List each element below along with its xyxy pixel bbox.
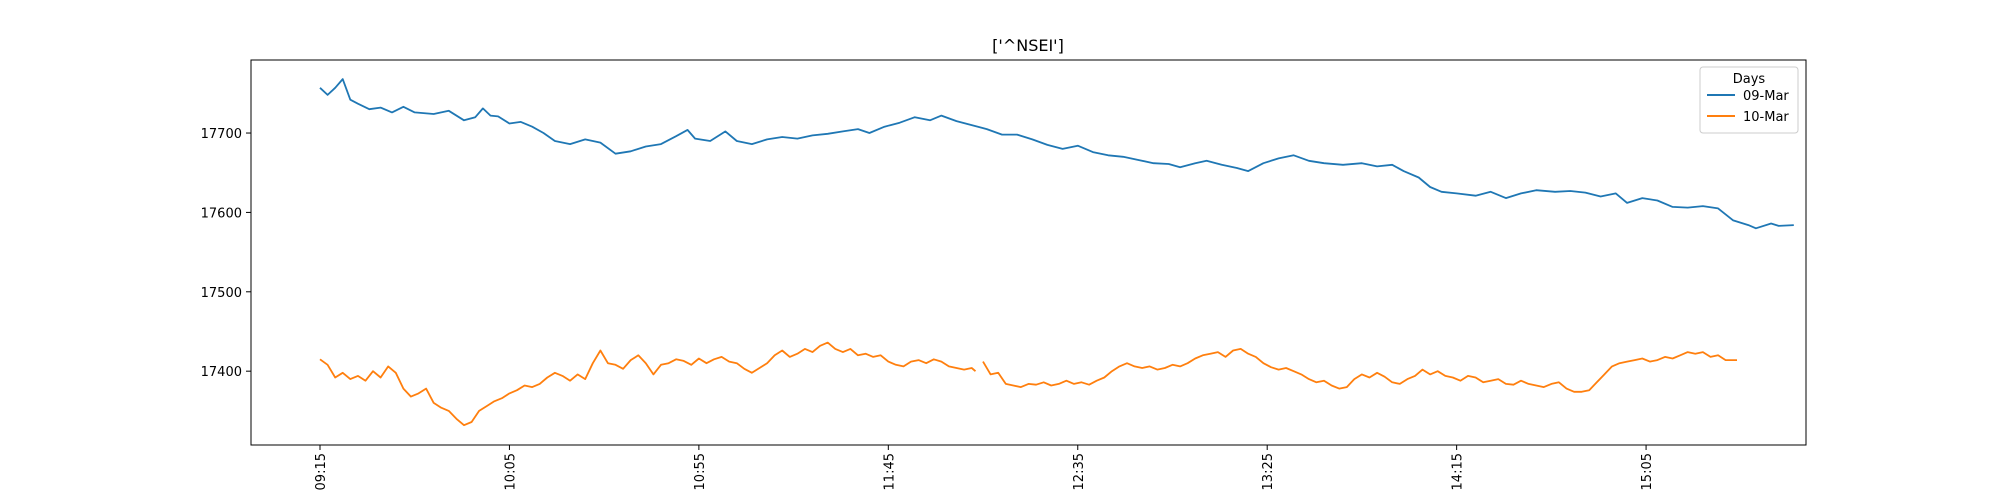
legend: Days 09-Mar 10-Mar	[1699, 66, 1799, 134]
x-tick-label: 13:25	[1261, 453, 1276, 490]
plot-frame	[250, 59, 1807, 446]
series-line-10-mar	[319, 341, 1737, 427]
y-tick-label: 17600	[201, 206, 242, 221]
x-axis: 09:15 10:05 10:55 11:45 12:35 13:25 14:15 15:05	[314, 445, 1655, 490]
x-tick-label: 10:55	[693, 453, 708, 490]
y-tick-label: 17700	[201, 127, 242, 142]
series-layer	[319, 78, 1794, 427]
x-tick-label: 14:15	[1451, 453, 1466, 490]
x-tick-label: 10:05	[503, 453, 518, 490]
legend-label-09-mar: 09-Mar	[1743, 89, 1789, 104]
legend-title: Days	[1733, 72, 1766, 87]
x-tick-label: 15:05	[1640, 453, 1655, 490]
y-tick-label: 17400	[201, 365, 242, 380]
legend-label-10-mar: 10-Mar	[1743, 110, 1789, 125]
x-tick-label: 12:35	[1072, 453, 1087, 490]
x-tick-label: 11:45	[882, 453, 897, 490]
series-line-09-mar	[319, 78, 1794, 230]
y-axis: 17400 17500 17600 17700	[201, 127, 251, 380]
y-tick-label: 17500	[201, 286, 242, 301]
chart-title: ['^NSEI']	[992, 36, 1064, 55]
x-tick-label: 09:15	[314, 453, 329, 490]
